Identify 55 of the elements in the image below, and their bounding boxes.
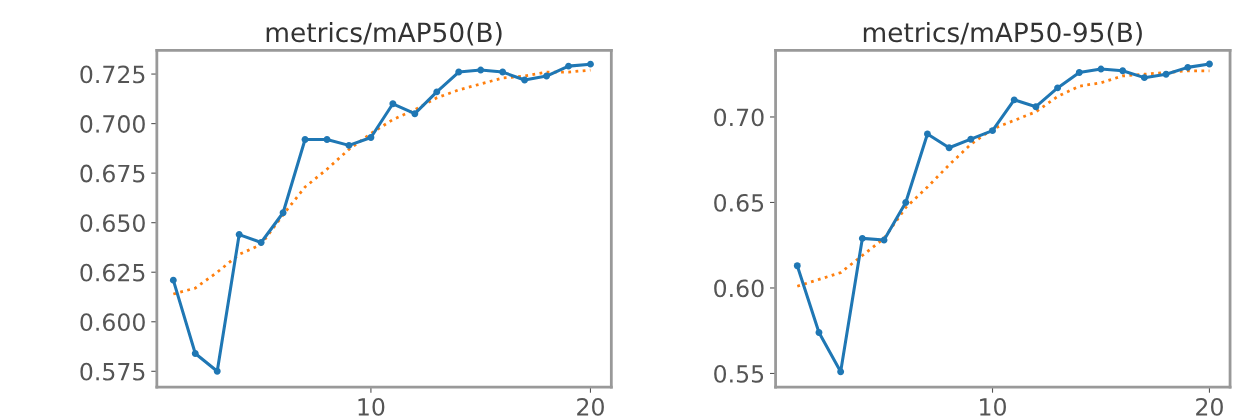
point — [1119, 67, 1127, 75]
y-tick-label: 0.675 — [80, 164, 145, 183]
point — [793, 262, 801, 270]
point — [279, 209, 287, 217]
point — [1184, 63, 1192, 71]
chart-title: metrics/mAP50-95(B) — [863, 21, 1142, 46]
point — [1032, 103, 1040, 111]
y-tick-label: 0.600 — [80, 313, 145, 332]
point — [989, 127, 996, 135]
point — [345, 141, 353, 149]
point — [301, 135, 309, 143]
y-tick-label: 0.65 — [714, 193, 764, 212]
point — [586, 60, 594, 68]
chart-title: metrics/mAP50(B) — [266, 21, 502, 46]
point — [389, 100, 397, 108]
point — [1205, 60, 1213, 68]
x-tick-label: 10 — [358, 397, 385, 416]
point — [433, 88, 441, 96]
point — [1162, 70, 1170, 78]
point — [945, 144, 953, 152]
point — [257, 239, 265, 246]
point — [213, 367, 221, 375]
point — [858, 234, 866, 242]
y-tick-label: 0.70 — [714, 108, 764, 127]
point — [367, 134, 375, 141]
y-tick-label: 0.700 — [80, 115, 145, 133]
point — [235, 231, 243, 239]
y-tick-label: 0.650 — [80, 214, 145, 232]
point — [967, 135, 975, 143]
point — [411, 110, 419, 118]
point — [191, 350, 199, 357]
point — [1075, 69, 1083, 76]
point — [323, 135, 331, 143]
y-tick-label: 0.60 — [714, 279, 764, 298]
point — [521, 76, 529, 84]
y-tick-label: 0.575 — [80, 362, 145, 381]
point — [455, 68, 463, 76]
point — [1140, 74, 1148, 82]
y-tick-label: 0.725 — [80, 65, 145, 84]
point — [923, 130, 931, 138]
x-tick-label: 10 — [980, 397, 1006, 416]
y-tick-label: 0.625 — [80, 263, 145, 282]
y-tick-label: 0.55 — [714, 364, 764, 383]
point — [1054, 84, 1062, 92]
point — [543, 72, 551, 80]
point — [837, 368, 845, 376]
point — [815, 328, 823, 336]
x-tick-label: 20 — [577, 397, 604, 416]
point — [499, 68, 507, 76]
point — [1010, 96, 1018, 104]
point — [169, 276, 177, 284]
x-tick-label: 20 — [1196, 397, 1223, 416]
point — [902, 199, 910, 206]
point — [477, 66, 485, 74]
point — [565, 62, 572, 70]
